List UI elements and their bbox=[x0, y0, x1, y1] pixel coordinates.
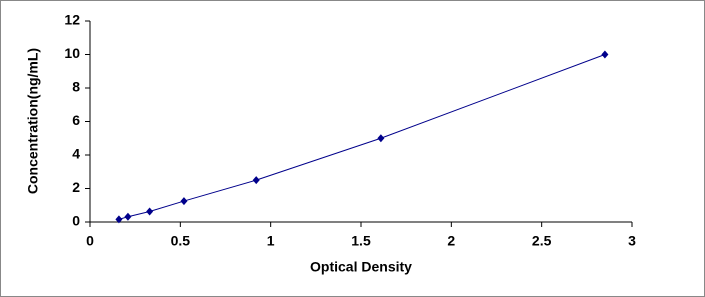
y-tick-label: 2 bbox=[72, 179, 80, 195]
x-tick-label: 0.5 bbox=[171, 233, 191, 249]
y-tick-label: 8 bbox=[72, 79, 80, 95]
data-point bbox=[115, 215, 123, 224]
y-tick-label: 12 bbox=[64, 12, 80, 28]
data-point bbox=[601, 50, 609, 59]
data-point bbox=[124, 212, 132, 221]
y-tick-label: 4 bbox=[72, 146, 80, 162]
y-tick-label: 0 bbox=[72, 213, 80, 229]
x-tick-label: 2.5 bbox=[532, 233, 552, 249]
data-point bbox=[146, 207, 154, 216]
x-axis-title: Optical Density bbox=[310, 259, 412, 275]
x-tick-label: 0 bbox=[86, 233, 94, 249]
y-axis-title: Concentration(ng/mL) bbox=[25, 48, 41, 194]
x-tick-label: 1.5 bbox=[351, 233, 371, 249]
x-tick-label: 1 bbox=[267, 233, 275, 249]
x-tick-label: 3 bbox=[628, 233, 636, 249]
x-tick-label: 2 bbox=[447, 233, 455, 249]
y-tick-label: 10 bbox=[64, 45, 80, 61]
data-point bbox=[377, 134, 385, 143]
y-tick-label: 6 bbox=[72, 112, 80, 128]
data-point bbox=[252, 176, 260, 185]
data-point bbox=[180, 197, 188, 206]
